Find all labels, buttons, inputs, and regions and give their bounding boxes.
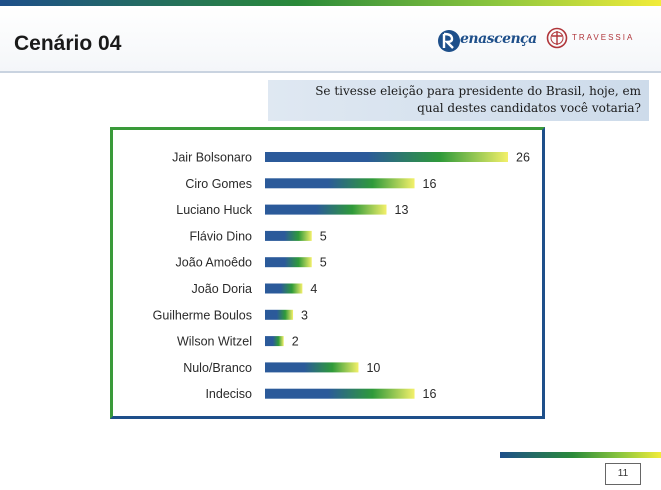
top-accent-line bbox=[0, 0, 661, 6]
bar bbox=[265, 362, 359, 373]
data-label: 26 bbox=[516, 151, 530, 165]
bar bbox=[265, 230, 312, 241]
data-label: 13 bbox=[395, 203, 409, 217]
chart-frame: Jair Bolsonaro 26 Ciro Gomes 16 Luciano Huck… bbox=[110, 127, 545, 419]
data-label: 2 bbox=[292, 335, 299, 349]
travessia-logo: TRAVESSIA bbox=[546, 26, 656, 52]
bar bbox=[265, 283, 303, 294]
category-label: Luciano Huck bbox=[176, 203, 252, 217]
question-text: Se tivesse eleição para presidente do Br… bbox=[281, 83, 641, 117]
header: Cenário 04 enascença TRAVESSIA bbox=[0, 6, 661, 72]
category-label: Wilson Witzel bbox=[177, 335, 252, 349]
travessia-seal-icon bbox=[546, 27, 568, 49]
bar bbox=[265, 152, 508, 162]
bar bbox=[265, 336, 284, 347]
question-box: Se tivesse eleição para presidente do Br… bbox=[268, 80, 649, 121]
renascenca-logo-icon bbox=[438, 30, 460, 52]
question-line-1: Se tivesse eleição para presidente do Br… bbox=[315, 84, 641, 98]
bar bbox=[265, 257, 312, 268]
category-label: Guilherme Boulos bbox=[153, 308, 252, 322]
data-label: 5 bbox=[320, 229, 327, 243]
data-label: 4 bbox=[310, 282, 317, 296]
data-label: 16 bbox=[423, 177, 437, 191]
category-label: João Doria bbox=[192, 282, 252, 296]
bar bbox=[265, 178, 415, 189]
renascenca-logo-text: enascença bbox=[460, 31, 537, 47]
question-line-2: qual destes candidatos você votaria? bbox=[417, 101, 641, 115]
category-label: Jair Bolsonaro bbox=[172, 151, 252, 165]
page-title: Cenário 04 bbox=[14, 32, 122, 55]
bar bbox=[265, 388, 415, 399]
data-label: 10 bbox=[366, 361, 380, 375]
bar bbox=[265, 204, 387, 215]
data-label: 16 bbox=[423, 387, 437, 401]
travessia-logo-text: TRAVESSIA bbox=[572, 33, 635, 42]
category-label: Nulo/Branco bbox=[183, 361, 252, 375]
data-label: 3 bbox=[301, 308, 308, 322]
bar bbox=[265, 309, 294, 320]
bottom-accent-bar bbox=[500, 452, 661, 458]
category-label: Ciro Gomes bbox=[185, 177, 252, 191]
bar-chart: Jair Bolsonaro 26 Ciro Gomes 16 Luciano Huck… bbox=[153, 151, 530, 402]
category-label: Flávio Dino bbox=[189, 229, 252, 243]
page-number: 11 bbox=[605, 463, 641, 485]
category-label: João Amoêdo bbox=[176, 256, 252, 270]
data-label: 5 bbox=[320, 256, 327, 270]
category-label: Indeciso bbox=[205, 387, 252, 401]
renascenca-logo: enascença bbox=[436, 26, 537, 56]
header-divider bbox=[0, 71, 661, 73]
